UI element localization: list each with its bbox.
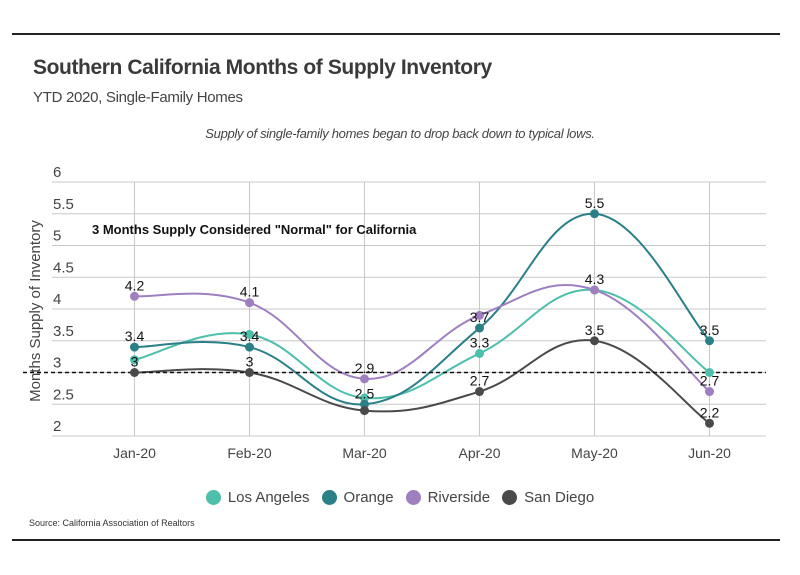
data-label-san-diego: 3 bbox=[246, 354, 254, 370]
y-tick-label: 5.5 bbox=[53, 196, 74, 213]
legend-item-los-angeles: Los Angeles bbox=[205, 489, 310, 506]
data-point-riverside bbox=[705, 387, 714, 397]
data-point-san-diego bbox=[245, 368, 254, 377]
y-tick-label: 3 bbox=[53, 355, 61, 372]
data-label-los-angeles: 3.3 bbox=[470, 334, 490, 350]
data-point-riverside bbox=[590, 285, 599, 295]
data-label-riverside: 4.2 bbox=[125, 277, 145, 293]
data-label-orange: 2.5 bbox=[355, 385, 375, 401]
series-line-los-angeles bbox=[134, 288, 711, 400]
legend-label: Riverside bbox=[427, 489, 491, 506]
data-label-riverside: 2.7 bbox=[700, 373, 720, 389]
data-point-los-angeles bbox=[360, 393, 369, 403]
x-tick-label: Apr-20 bbox=[458, 445, 500, 461]
legend-item-san-diego: San Diego bbox=[502, 489, 594, 506]
data-point-orange bbox=[590, 209, 599, 219]
data-point-orange bbox=[705, 336, 714, 346]
chart-annotation: Supply of single-family homes began to d… bbox=[205, 126, 595, 141]
data-label-riverside: 4.1 bbox=[240, 284, 260, 300]
x-tick-label: Mar-20 bbox=[342, 445, 387, 461]
chart-title: Southern California Months of Supply Inv… bbox=[33, 56, 492, 79]
source-note: Source: California Association of Realto… bbox=[29, 518, 195, 528]
data-label-san-diego: 3.5 bbox=[585, 322, 605, 338]
x-tick-label: Jan-20 bbox=[113, 445, 156, 461]
legend: Los Angeles Orange Riverside San Diego bbox=[0, 489, 800, 506]
series-line-riverside bbox=[134, 283, 711, 393]
data-label-orange: 5.5 bbox=[585, 195, 605, 211]
data-label-riverside: 4.3 bbox=[585, 271, 605, 287]
data-point-san-diego bbox=[705, 418, 714, 428]
data-point-san-diego bbox=[475, 387, 484, 397]
data-point-orange bbox=[130, 342, 139, 352]
y-tick-label: 6 bbox=[53, 164, 61, 181]
data-point-los-angeles bbox=[245, 329, 254, 339]
bottom-rule bbox=[12, 539, 780, 541]
legend-item-orange: Orange bbox=[321, 489, 394, 506]
legend-label: Orange bbox=[343, 489, 394, 506]
y-tick-label: 5 bbox=[53, 228, 61, 245]
data-point-orange bbox=[475, 323, 484, 333]
data-point-riverside bbox=[475, 310, 484, 320]
legend-swatch bbox=[405, 490, 421, 505]
data-point-los-angeles bbox=[475, 348, 484, 358]
y-tick-label: 2.5 bbox=[53, 386, 74, 403]
data-point-los-angeles bbox=[705, 368, 714, 377]
data-point-san-diego bbox=[590, 336, 599, 346]
chart-subtitle: YTD 2020, Single-Family Homes bbox=[33, 89, 243, 106]
legend-label: San Diego bbox=[524, 489, 595, 506]
x-tick-label: Feb-20 bbox=[227, 445, 272, 461]
data-point-orange bbox=[245, 342, 254, 352]
legend-swatch bbox=[205, 490, 221, 505]
reference-line-label: 3 Months Supply Considered "Normal" for … bbox=[92, 222, 417, 237]
data-point-riverside bbox=[360, 374, 369, 384]
top-rule bbox=[12, 33, 780, 35]
legend-item-riverside: Riverside bbox=[405, 489, 491, 506]
data-label-orange: 3.5 bbox=[700, 322, 720, 338]
data-point-san-diego bbox=[130, 368, 139, 377]
y-tick-label: 4 bbox=[53, 291, 61, 308]
y-tick-label: 4.5 bbox=[53, 259, 74, 276]
series-line-san-diego bbox=[134, 339, 711, 425]
y-axis-title: Months Supply of Inventory bbox=[27, 220, 44, 402]
legend-label: Los Angeles bbox=[227, 489, 310, 506]
data-label-san-diego: 2.2 bbox=[700, 404, 720, 420]
legend-swatch bbox=[502, 490, 518, 505]
data-point-san-diego bbox=[360, 406, 369, 416]
data-label-orange: 3.4 bbox=[125, 328, 145, 344]
data-point-los-angeles bbox=[130, 355, 139, 365]
data-point-riverside bbox=[130, 291, 139, 301]
y-tick-label: 3.5 bbox=[53, 323, 74, 340]
x-tick-label: May-20 bbox=[571, 445, 618, 461]
data-label-orange: 3.4 bbox=[240, 328, 260, 344]
y-tick-label: 2 bbox=[53, 418, 61, 435]
data-label-orange: 3.7 bbox=[470, 309, 490, 325]
data-point-orange bbox=[360, 399, 369, 409]
data-label-riverside: 2.9 bbox=[355, 360, 375, 376]
data-label-san-diego: 2.7 bbox=[470, 373, 490, 389]
data-point-riverside bbox=[245, 298, 254, 308]
legend-swatch bbox=[321, 490, 337, 505]
data-label-san-diego: 3 bbox=[131, 354, 139, 370]
x-tick-label: Jun-20 bbox=[688, 445, 731, 461]
